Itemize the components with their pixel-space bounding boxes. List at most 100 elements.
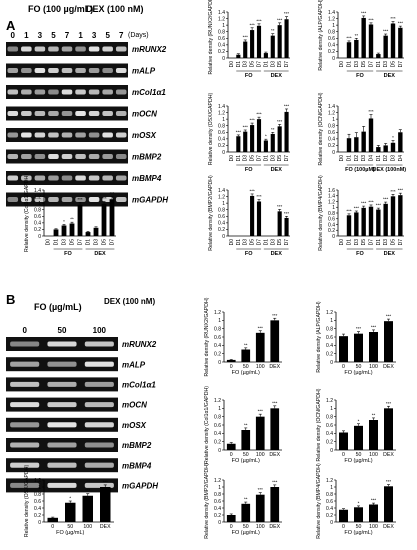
gel-band [7, 132, 19, 138]
y-tick-label: 1 [38, 485, 41, 491]
y-tick-label: 0.4 [218, 221, 225, 227]
x-tick-label: 0 [230, 452, 233, 458]
bar [53, 229, 59, 236]
gel-band [84, 381, 114, 387]
significance-label: * [358, 418, 360, 423]
gel-band [48, 132, 59, 138]
significance-label: ** [271, 28, 275, 33]
group-label: DEX (100nM) [373, 167, 407, 173]
bar [354, 425, 363, 450]
significance-label: *** [236, 129, 242, 134]
y-axis-label: Relative density (RUNX2/GAPDH) [208, 0, 214, 75]
significance-label: *** [277, 204, 283, 209]
gel-band [10, 462, 40, 468]
x-tick-label: 0 [230, 524, 233, 530]
gel-band [84, 341, 114, 347]
gene-label: mOCN [122, 401, 147, 410]
bar [390, 23, 396, 58]
bar [109, 199, 115, 236]
bar [383, 203, 388, 236]
y-tick-label: 0 [218, 448, 221, 454]
y-axis-label: Relative density (ALP/GAPDH) [318, 0, 324, 71]
y-tick-label: 0.8 [214, 326, 221, 332]
bar [398, 132, 403, 152]
gene-label: mOCN [132, 110, 157, 119]
x-axis-label: FO (µg/mL) [232, 370, 260, 376]
x-tick-label: D3 [62, 239, 68, 246]
gel-band [34, 175, 46, 181]
lane-label: 3 [38, 31, 43, 40]
x-tick-label: D1 [376, 239, 382, 246]
y-tick-label: 0.6 [214, 499, 221, 505]
significance-label: *** [249, 118, 255, 123]
x-tick-label: D1 [347, 155, 353, 162]
group-label: FO [245, 73, 253, 79]
significance-label: *** [249, 188, 255, 193]
y-tick-label: 0.4 [218, 137, 225, 143]
bar [82, 495, 93, 522]
gel-band [75, 196, 86, 203]
x-tick-label: D7 [369, 61, 375, 68]
bar [354, 137, 359, 152]
x-tick-label: D2 [354, 155, 360, 162]
y-tick-label: 0.2 [218, 143, 225, 149]
gel-band [48, 153, 59, 160]
x-tick-label: 100 [369, 524, 378, 530]
y-tick-label: 0.6 [34, 499, 41, 505]
lane-label: 5 [51, 31, 56, 40]
x-tick-label: 50 [356, 524, 362, 530]
y-tick-label: 0.4 [34, 221, 41, 227]
chart-a-ocn: 00.20.40.60.811.21.4 Relative density (OC… [318, 92, 406, 173]
y-tick-label: 0.8 [34, 492, 41, 498]
y-tick-label: 1 [222, 117, 225, 123]
gel-band [61, 153, 73, 160]
x-tick-label: 100 [369, 452, 378, 458]
x-tick-label: D0 [46, 239, 52, 246]
gel-band [21, 175, 32, 181]
bar [226, 359, 236, 362]
gel-band [102, 46, 113, 52]
bar [376, 209, 381, 236]
bar [226, 515, 236, 522]
y-tick-label: 1 [222, 201, 225, 207]
bar [346, 42, 352, 58]
gel-band [61, 89, 73, 95]
bar [354, 212, 359, 236]
gel-band [47, 402, 77, 408]
gel-band [34, 132, 46, 138]
gel-band [48, 67, 59, 74]
y-tick-label: 1.2 [214, 310, 221, 316]
group-label: FO (100µM) [345, 167, 375, 173]
x-tick-label: 0 [230, 364, 233, 370]
gel-band [10, 422, 40, 428]
y-tick-label: 1 [332, 205, 335, 211]
y-axis-label: Relative density (BMP4/GAPDH) [316, 463, 322, 539]
bar [255, 332, 265, 362]
y-tick-label: 0.2 [214, 351, 221, 357]
y-tick-label: 0.6 [328, 130, 335, 136]
y-tick-label: 0 [330, 520, 333, 526]
x-tick-label: D3 [391, 155, 397, 162]
x-tick-label: D7 [257, 239, 263, 246]
significance-label: *** [249, 22, 255, 27]
y-tick-label: 0.4 [214, 431, 221, 437]
bar [226, 443, 236, 450]
y-tick-label: 0.8 [328, 211, 335, 217]
gel-band [21, 196, 32, 203]
gel-band [34, 196, 46, 203]
significance-label: ** [372, 412, 376, 417]
bar [361, 207, 366, 236]
significance-label: *** [258, 409, 264, 414]
significance-label: *** [371, 498, 377, 503]
x-tick-label: D1 [54, 239, 60, 246]
gel-band [102, 67, 113, 74]
y-tick-label: 1.2 [328, 16, 335, 22]
gel-band [75, 132, 86, 138]
y-axis-label: Relative density (RUNX2/GAPDH) [204, 297, 210, 376]
bar [93, 227, 99, 236]
x-tick-label: D5 [250, 155, 256, 162]
gel-band [48, 89, 59, 95]
significance-label: *** [383, 29, 389, 34]
bar [354, 333, 363, 362]
